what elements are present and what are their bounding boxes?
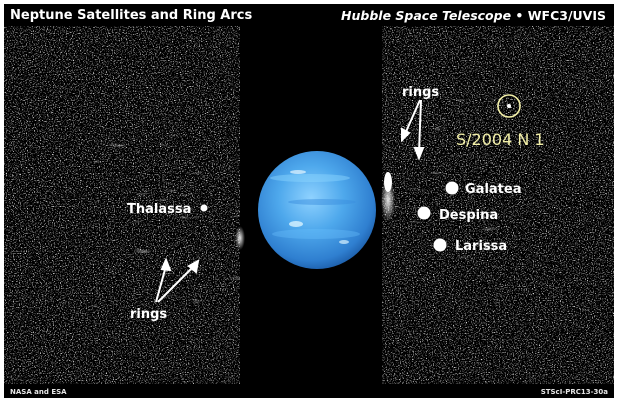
galatea-moon bbox=[445, 181, 459, 195]
title-bar: Neptune Satellites and Ring Arcs Hubble … bbox=[4, 4, 614, 26]
despina-moon bbox=[417, 206, 431, 220]
galatea-label: Galatea bbox=[465, 182, 521, 197]
camera-name: • WFC3/UVIS bbox=[511, 8, 606, 23]
image-title: Neptune Satellites and Ring Arcs bbox=[10, 8, 253, 23]
larissa-moon bbox=[433, 238, 447, 252]
footer-bar: NASA and ESA STScI-PRC13-30a bbox=[4, 384, 614, 398]
telescope-name: Hubble Space Telescope bbox=[341, 8, 512, 23]
neptune-planet bbox=[258, 151, 376, 269]
s2004n1-circle bbox=[497, 94, 521, 118]
right-ring-arrows bbox=[401, 99, 425, 161]
larissa-label: Larissa bbox=[455, 239, 507, 254]
left-ring-arrows bbox=[155, 257, 200, 303]
s2004n1-label: S/2004 N 1 bbox=[456, 130, 545, 149]
neptune-scene: Thalassa rings rings S/2004 N 1 Galatea … bbox=[4, 4, 614, 398]
thalassa-label: Thalassa bbox=[127, 202, 191, 217]
hubble-figure: Thalassa rings rings S/2004 N 1 Galatea … bbox=[4, 4, 614, 398]
credit-text: NASA and ESA bbox=[10, 388, 67, 396]
image-id: STScI-PRC13-30a bbox=[540, 388, 608, 396]
thalassa-moon bbox=[200, 204, 208, 212]
rings-left-label: rings bbox=[130, 307, 167, 322]
instrument-caption: Hubble Space Telescope • WFC3/UVIS bbox=[341, 8, 606, 23]
rings-right-label: rings bbox=[402, 85, 439, 100]
despina-label: Despina bbox=[439, 208, 498, 223]
